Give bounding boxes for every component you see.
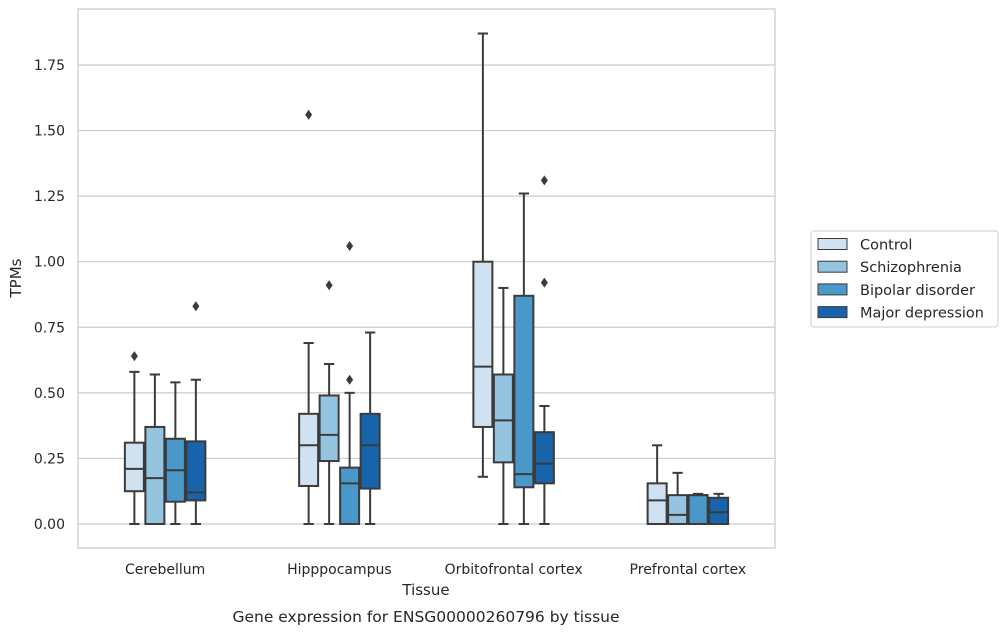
- box-body: [667, 494, 689, 526]
- box-control: [646, 444, 668, 526]
- box-body: [687, 494, 709, 526]
- box-control: [472, 32, 494, 478]
- x-tick-label: Cerebellum: [125, 562, 205, 578]
- box-body: [185, 440, 207, 502]
- y-tick-label: 1.75: [34, 58, 65, 74]
- legend-label: Control: [860, 238, 912, 254]
- plot-frame: [77, 8, 776, 549]
- box-bipolar-disorder: [339, 240, 361, 525]
- legend-swatch: [817, 283, 848, 296]
- box-major-depression: [533, 175, 555, 525]
- legend-swatch: [817, 238, 848, 250]
- legend-frame: [810, 230, 999, 328]
- legend-swatch: [817, 306, 848, 319]
- y-tick-label: 0.25: [34, 451, 65, 467]
- box-control: [298, 109, 320, 525]
- legend-label: Major depression: [860, 306, 984, 322]
- legend-swatch: [817, 260, 848, 273]
- chart-caption: Gene expression for ENSG00000260796 by t…: [232, 608, 619, 626]
- outlier-point: [192, 301, 200, 312]
- y-tick-label: 1.50: [34, 124, 65, 140]
- box-schizophrenia: [144, 373, 166, 526]
- x-tick-label: Orbitofrontal cortex: [445, 562, 583, 578]
- outlier-point: [540, 175, 548, 186]
- box-body: [339, 466, 361, 525]
- box-body: [298, 412, 320, 487]
- outlier-point: [130, 351, 138, 362]
- box-major-depression: [708, 492, 730, 525]
- y-tick-label: 1.00: [34, 255, 65, 271]
- box-schizophrenia: [492, 286, 514, 525]
- y-tick-label: 0.00: [34, 517, 65, 533]
- y-tick-label: 1.25: [34, 189, 65, 205]
- box-body: [708, 496, 730, 525]
- box-body: [533, 431, 555, 485]
- outlier-point: [325, 280, 333, 291]
- box-body: [646, 482, 668, 526]
- outlier-point: [346, 374, 354, 385]
- box-body: [359, 412, 381, 490]
- legend-label: Schizophrenia: [860, 260, 962, 276]
- box-body: [144, 425, 166, 526]
- box-schizophrenia: [318, 280, 340, 525]
- box-major-depression: [185, 301, 207, 525]
- outlier-point: [540, 277, 548, 288]
- x-tick-label: Hipppocampus: [287, 562, 392, 578]
- y-tick-label: 0.75: [34, 320, 65, 336]
- x-axis-label: Tissue: [401, 581, 449, 599]
- y-axis-label: TPMs: [7, 258, 25, 298]
- box-bipolar-disorder: [164, 381, 186, 525]
- box-body: [513, 294, 535, 489]
- box-bipolar-disorder: [513, 192, 535, 525]
- box-control: [123, 351, 145, 525]
- x-tick-label: Prefrontal cortex: [630, 562, 747, 578]
- box-body: [492, 373, 514, 464]
- box-major-depression: [359, 331, 381, 525]
- box-body: [123, 441, 145, 493]
- legend: Control Schizophrenia Bipolar disorder Majo…: [810, 230, 999, 328]
- box-schizophrenia: [667, 471, 689, 526]
- y-tick-label: 0.50: [34, 386, 65, 402]
- y-axis-ticks: 0.00 0.25 0.50 0.75 1.00 1.25 1.50 1.75: [34, 58, 65, 533]
- box-body: [318, 394, 340, 463]
- x-axis-ticks: Cerebellum Hipppocampus Orbitofrontal cort…: [125, 562, 746, 578]
- outlier-point: [346, 240, 354, 251]
- outlier-point: [305, 109, 313, 120]
- box-bipolar-disorder: [687, 492, 709, 526]
- boxplots: [123, 32, 730, 526]
- box-body: [472, 260, 494, 428]
- legend-label: Bipolar disorder: [860, 283, 975, 299]
